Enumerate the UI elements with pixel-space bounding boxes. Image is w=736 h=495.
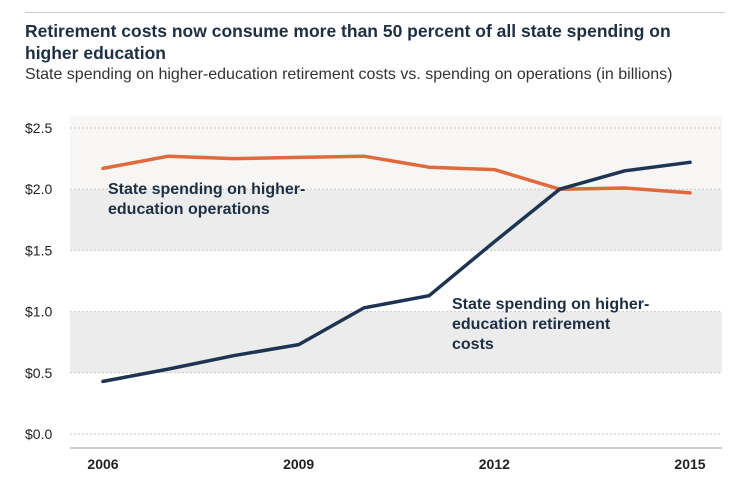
y-tick-label: $2.5 — [25, 120, 52, 136]
y-axis-ticks: $0.0 $0.5 $1.0 $1.5 $2.0 $2.5 — [25, 120, 52, 442]
series-label-0: State spending on higher-education opera… — [108, 181, 305, 218]
y-tick-label: $0.0 — [25, 426, 52, 442]
band — [70, 189, 722, 251]
x-tick-label: 2009 — [283, 456, 314, 472]
series-line-0 — [101, 154, 692, 195]
x-tick-label: 2006 — [87, 456, 118, 472]
gridlines — [70, 127, 722, 449]
series-lines — [101, 154, 692, 384]
series-label-line: costs — [452, 336, 494, 353]
x-tick-label: 2012 — [479, 456, 510, 472]
x-tick-label: 2015 — [674, 456, 705, 472]
series-label-line: education retirement — [452, 316, 611, 333]
chart-subtitle: State spending on higher-education retir… — [25, 66, 673, 83]
band — [70, 311, 722, 373]
series-label-line: State spending on higher- — [108, 181, 305, 198]
x-axis-ticks: 2006 2009 2012 2015 — [87, 456, 705, 472]
top-rule — [25, 12, 725, 13]
y-tick-label: $1.5 — [25, 242, 52, 258]
series-line-1 — [101, 160, 692, 384]
y-tick-label: $2.0 — [25, 181, 52, 197]
background-bands — [70, 116, 722, 434]
y-tick-label: $1.0 — [25, 304, 52, 320]
series-label-line: education operations — [108, 201, 270, 218]
series-label-line: State spending on higher- — [452, 296, 649, 313]
y-tick-label: $0.5 — [25, 365, 52, 381]
chart-title: Retirement costs now consume more than 5… — [25, 21, 671, 63]
band — [70, 372, 722, 434]
series-annotations: State spending on higher-education opera… — [108, 181, 649, 353]
series-label-1: State spending on higher-education retir… — [452, 296, 649, 353]
band-top — [70, 116, 722, 190]
